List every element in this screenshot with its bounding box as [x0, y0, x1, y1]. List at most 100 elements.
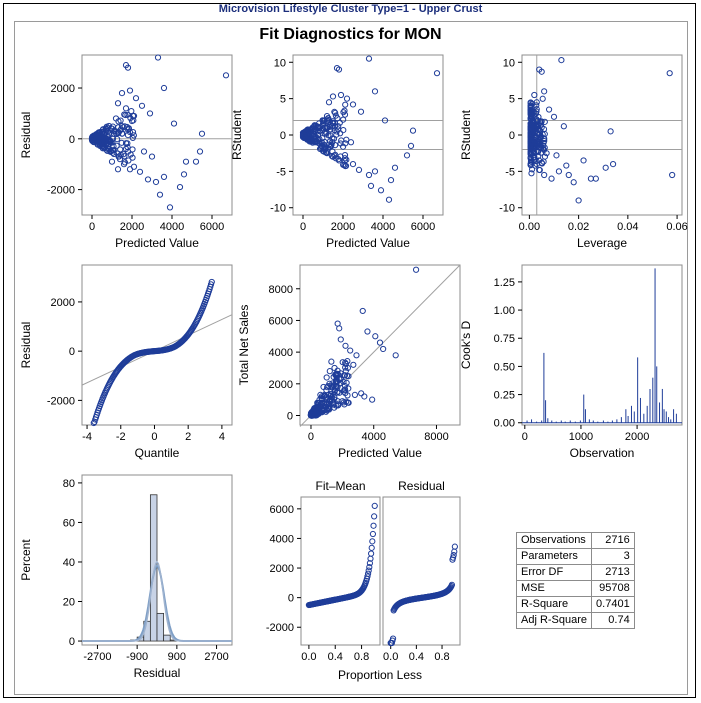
qq_residual-y-tick-label: 0: [69, 346, 75, 358]
data-point: [537, 149, 545, 156]
data-point: [176, 183, 184, 191]
data-point: [553, 152, 560, 159]
rstudent_vs_pred-y-tick-label: 10: [274, 57, 286, 69]
data-point: [385, 196, 393, 203]
observed_vs_pred-plot-area: [299, 264, 461, 426]
data-point: [121, 111, 128, 118]
data-point: [329, 119, 336, 126]
data-point: [332, 142, 339, 149]
qq_residual-plot-area: [81, 264, 233, 426]
data-point: [403, 152, 411, 159]
resid_vs_pred-x-tick-label: 0: [89, 221, 95, 233]
stats-value: 2716: [591, 532, 635, 549]
data-point: [316, 396, 323, 403]
data-point: [531, 162, 539, 169]
stats-value: 2713: [591, 564, 635, 581]
resid_vs_pred-y-tick-label: 2000: [51, 83, 75, 95]
rstudent_vs_leverage-y-axis-label: RStudent: [459, 109, 473, 160]
data-point: [371, 513, 378, 520]
qq_residual-y-axis-label: Residual: [19, 322, 33, 369]
rstudent_vs_leverage-x-axis-label: Leverage: [577, 236, 627, 250]
data-point: [323, 374, 330, 381]
data-point: [381, 117, 389, 124]
data-point: [156, 191, 164, 198]
data-point: [328, 141, 335, 148]
rstudent_vs_leverage-y-tick-label: -5: [505, 166, 515, 178]
data-point: [318, 396, 326, 403]
rstudent_vs_leverage-y-tick-label: -10: [499, 203, 515, 215]
data-point: [95, 133, 102, 141]
rf-y-tick-label: 6000: [270, 504, 294, 516]
rf-y-tick-label: 0: [288, 593, 294, 605]
data-point: [198, 130, 206, 137]
data-point: [371, 502, 378, 509]
data-point: [306, 138, 313, 145]
data-point: [129, 154, 136, 161]
data-point: [538, 68, 545, 75]
data-point: [587, 175, 595, 182]
data-point: [555, 168, 563, 175]
data-point: [369, 396, 376, 403]
rf-x-tick-label: 0.4: [409, 651, 424, 663]
cooks_d-y-axis-label: Cook's D: [459, 321, 473, 370]
data-point: [541, 153, 549, 160]
rf-x-tick-label: 0.0: [301, 651, 316, 663]
data-point: [527, 123, 534, 131]
data-point: [550, 113, 558, 120]
data-point: [545, 106, 553, 113]
observed_vs_pred-y-tick-label: 0: [287, 410, 293, 422]
data-point: [537, 127, 544, 135]
data-point: [325, 132, 332, 139]
data-point: [160, 173, 168, 181]
data-point: [343, 398, 350, 405]
data-point: [105, 133, 112, 140]
data-point: [114, 166, 122, 173]
data-point: [129, 112, 137, 119]
fit-statistics-table: Observations 2716 Parameters 3 Error DF 2713 M…: [515, 532, 635, 629]
data-point: [609, 160, 617, 168]
data-point: [539, 95, 546, 102]
data-point: [326, 123, 333, 131]
data-point: [537, 118, 544, 125]
resid_vs_pred-x-tick-label: 4000: [160, 221, 184, 233]
data-point: [323, 400, 330, 407]
data-point: [377, 187, 385, 194]
data-point: [309, 412, 316, 419]
data-point: [527, 161, 534, 168]
rstudent_vs_pred-x-tick-label: 6000: [411, 221, 435, 233]
data-point: [342, 162, 350, 170]
data-point: [140, 148, 148, 155]
observed_vs_pred-y-tick-label: 2000: [269, 379, 293, 391]
qq_residual-y-tick-label: -2000: [47, 395, 75, 407]
data-point: [367, 182, 375, 190]
data-point: [341, 107, 348, 114]
data-point: [314, 123, 321, 130]
data-point: [332, 109, 339, 116]
data-point: [366, 564, 373, 571]
data-point: [666, 70, 673, 77]
data-point: [321, 130, 328, 137]
data-point: [342, 364, 349, 371]
stats-row: Error DF 2713: [515, 564, 635, 581]
data-point: [118, 139, 125, 146]
data-point: [166, 204, 174, 211]
data-point: [129, 129, 137, 136]
rstudent_vs_leverage-x-tick-label: 0.02: [568, 221, 589, 233]
data-point: [317, 408, 325, 416]
data-point: [340, 109, 347, 116]
observed_vs_pred-x-tick-label: 0: [308, 431, 314, 443]
residual_histogram-y-tick-label: 20: [63, 597, 75, 609]
data-point: [541, 144, 548, 151]
data-point: [350, 361, 357, 368]
data-point: [535, 121, 542, 128]
data-point: [328, 387, 335, 394]
data-point: [90, 419, 97, 427]
data-point: [106, 145, 113, 152]
rstudent_vs_pred-x-tick-label: 4000: [371, 221, 395, 233]
data-point: [548, 175, 555, 182]
stats-row: R-Square 0.7401: [515, 596, 635, 613]
data-point: [316, 120, 323, 127]
residual_histogram-x-axis-label: Residual: [134, 666, 181, 680]
stats-label: R-Square: [515, 596, 593, 613]
data-point: [365, 171, 373, 179]
